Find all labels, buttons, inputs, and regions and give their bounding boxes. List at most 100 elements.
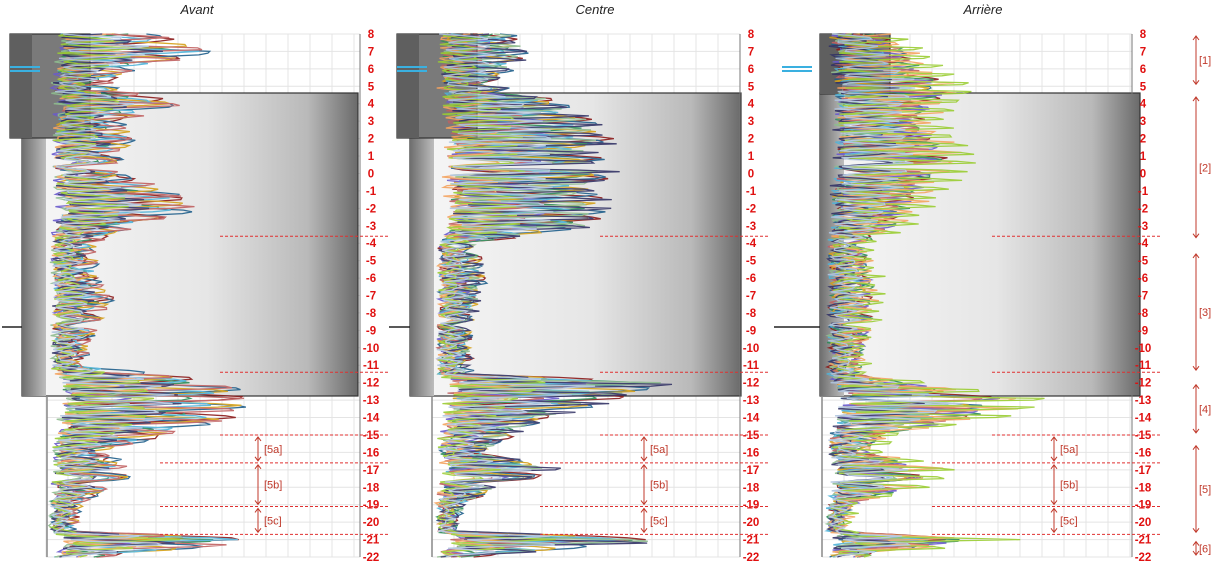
tick-label: -10 [1135, 343, 1152, 355]
tick-label: 8 [368, 29, 375, 41]
tick-label: 1 [368, 151, 375, 163]
tick-label: -6 [1138, 273, 1148, 285]
tick-label: -6 [366, 273, 376, 285]
tick-label: -11 [1135, 360, 1152, 372]
tick-label: -12 [743, 378, 760, 390]
zone-arrowhead [1192, 444, 1200, 450]
zone-label: [1] [1199, 55, 1211, 67]
zone-arrowhead [1192, 550, 1200, 556]
tick-label: -6 [746, 273, 756, 285]
tick-label: -11 [743, 360, 760, 372]
tick-label: 8 [1140, 29, 1147, 41]
zone-arrowhead [1192, 383, 1200, 389]
tick-label: 0 [1140, 168, 1146, 180]
panel-1: Centre 8 7 6 5 4 3 2 1 0 -1 -2 -3 -4 -5 -6 -7 -8 -9 -10 -11 -… [389, 2, 770, 564]
series-line-11 [827, 33, 964, 558]
tick-label: -16 [363, 447, 380, 459]
tick-label: -12 [363, 378, 380, 390]
tick-label: -20 [363, 517, 380, 529]
tick-label: 1 [748, 151, 755, 163]
segment-arrowhead [254, 507, 262, 513]
series-group [824, 33, 1045, 558]
series-line-8 [433, 33, 526, 558]
segment-arrowhead [1050, 464, 1058, 470]
tick-label: 7 [748, 46, 754, 58]
tick-label: -15 [1135, 430, 1152, 442]
tick-label: -4 [1138, 238, 1149, 250]
series-line-9 [437, 33, 673, 558]
tick-label: -21 [1135, 535, 1152, 547]
series-line-11 [435, 33, 596, 558]
tick-label: -3 [366, 221, 376, 233]
zone-arrowhead [1192, 35, 1200, 41]
zone-arrowhead [1192, 365, 1200, 372]
tick-label: -5 [366, 256, 377, 268]
tick-label: -1 [366, 186, 377, 198]
cylinder-wall [22, 93, 46, 396]
tick-label: 0 [748, 168, 754, 180]
segment-label: [5a] [1060, 444, 1078, 456]
top-block-shade [397, 34, 419, 138]
tick-label: -4 [366, 238, 377, 250]
zone-label: [6] [1199, 543, 1211, 555]
series-group [433, 33, 673, 558]
panel-title: Centre [575, 2, 614, 17]
segment-label: [5c] [264, 515, 282, 527]
tick-label: 4 [748, 99, 755, 111]
zone-arrowhead [1192, 80, 1200, 86]
series-group [47, 33, 247, 558]
zone-arrowhead [1192, 233, 1200, 239]
tick-label: -19 [363, 500, 380, 512]
tick-label: 6 [1140, 64, 1146, 76]
tick-label: 3 [748, 116, 754, 128]
segment-arrowhead [1050, 436, 1058, 442]
segment-arrowhead [254, 436, 262, 442]
tick-label: -18 [1135, 482, 1152, 494]
tick-label: 2 [368, 134, 374, 146]
tick-label: -9 [1138, 325, 1148, 337]
segment-arrowhead [1050, 456, 1058, 462]
tick-label: -7 [366, 291, 376, 303]
segment-arrowhead [1050, 507, 1058, 513]
tick-label: -1 [1138, 186, 1149, 198]
panel-title: Arrière [962, 2, 1002, 17]
tick-label: -19 [743, 500, 760, 512]
tick-label: -15 [743, 430, 760, 442]
series-line-10 [436, 33, 556, 558]
tick-label: 4 [368, 99, 375, 111]
tick-label: -5 [1138, 256, 1149, 268]
panel-title: Avant [179, 2, 214, 17]
tick-label: 0 [368, 168, 374, 180]
tick-label: -18 [363, 482, 380, 494]
segment-arrowhead [254, 528, 262, 534]
tick-label: -3 [1138, 221, 1148, 233]
tick-label: 5 [368, 81, 375, 93]
tick-label: -4 [746, 238, 757, 250]
zone-label: [5] [1199, 484, 1211, 496]
series-line-8 [50, 33, 154, 558]
tick-label: -17 [1135, 465, 1152, 477]
series-line-8 [827, 33, 1019, 558]
tick-label: -2 [1138, 203, 1148, 215]
tick-label: -18 [743, 482, 760, 494]
tick-label: -7 [1138, 291, 1148, 303]
tick-label: -16 [1135, 447, 1152, 459]
zone-arrowhead [1192, 253, 1200, 259]
segment-label: [5b] [1060, 480, 1078, 492]
zone-arrowhead [1192, 540, 1200, 546]
tick-label: -11 [363, 360, 380, 372]
segment-label: [5c] [1060, 515, 1078, 527]
tick-label: -1 [746, 186, 757, 198]
segment-label: [5b] [650, 480, 668, 492]
zone-arrowhead [1192, 428, 1200, 434]
tick-label: -21 [743, 535, 760, 547]
series-line-9 [825, 33, 925, 558]
tick-label: -7 [746, 291, 756, 303]
segment-arrowhead [640, 436, 648, 442]
tick-label: -17 [743, 465, 760, 477]
tick-label: -8 [1138, 308, 1149, 320]
tick-label: -13 [743, 395, 760, 407]
tick-label: 3 [368, 116, 374, 128]
panel-2: Arrière 8 7 6 5 4 3 2 1 0 -1 -2 -3 -4 -5 -6 -7 -8 -9 -10 -11… [774, 2, 1211, 564]
